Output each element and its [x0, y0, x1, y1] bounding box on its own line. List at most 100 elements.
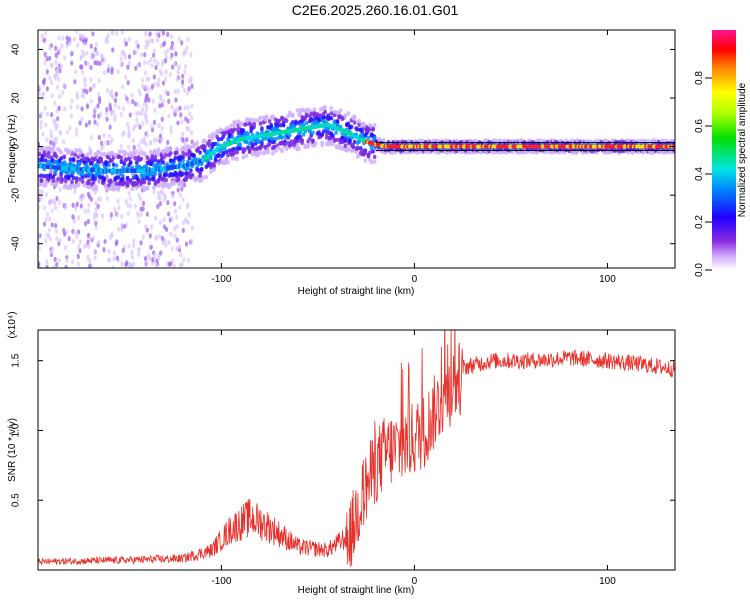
- spectrogram-noise-cell: [146, 87, 150, 93]
- spectrogram-y-tick-label: 20: [11, 92, 22, 104]
- spectrogram-noise-cell: [184, 241, 189, 247]
- colorbar-tick-label: 0.6: [694, 119, 705, 133]
- spectrogram-noise-cell: [174, 51, 178, 57]
- spectrogram-noise-cell: [180, 261, 184, 268]
- spectrogram-noise-cell: [84, 37, 88, 43]
- spectrogram-noise-cell: [145, 103, 149, 109]
- spectrogram-band-cell: [351, 148, 355, 153]
- spectrogram-noise-cell: [79, 203, 83, 209]
- spectrogram-band-cell: [111, 162, 116, 167]
- spectrogram-noise-cell: [147, 39, 151, 45]
- spectrogram-band-cell: [74, 148, 79, 153]
- spectrogram-band-cell: [236, 130, 241, 136]
- spectrogram-noise-cell: [61, 89, 65, 96]
- spectrogram-noise-cell: [45, 264, 49, 268]
- spectrogram-band-cell: [142, 187, 147, 193]
- spectrogram-noise-cell: [50, 93, 54, 99]
- colorbar-tick-label: 0.4: [694, 167, 705, 181]
- spectrogram-band-cell: [331, 133, 335, 138]
- spectrogram-noise-cell: [121, 106, 126, 112]
- spectrogram-noise-cell: [175, 245, 179, 252]
- spectrogram-band-cell: [578, 140, 582, 146]
- spectrogram-noise-cell: [146, 60, 150, 66]
- spectrogram-band-cell: [99, 151, 104, 156]
- spectrogram-noise-cell: [156, 82, 161, 88]
- spectrogram-band-cell: [226, 125, 230, 131]
- spectrogram-band-cell: [343, 113, 348, 118]
- spectrogram-noise-cell: [54, 59, 58, 66]
- spectrogram-band-cell: [294, 121, 298, 126]
- spectrogram-noise-cell: [86, 208, 91, 214]
- spectrogram-noise-cell: [53, 256, 57, 263]
- spectrogram-band-cell: [124, 157, 128, 162]
- spectrogram-band-cell: [497, 150, 502, 155]
- spectrogram-noise-cell: [157, 190, 161, 196]
- spectrogram-noise-cell: [96, 50, 100, 56]
- spectrogram-noise-cell: [141, 120, 145, 127]
- spectrogram-band-cell: [286, 113, 290, 119]
- spectrogram-noise-cell: [88, 86, 93, 93]
- spectrogram-noise-cell: [38, 84, 41, 90]
- spectrogram-noise-cell: [153, 215, 158, 221]
- spectrogram-noise-cell: [39, 119, 43, 125]
- spectrogram-noise-cell: [77, 229, 81, 235]
- spectrogram-band-cell: [153, 171, 158, 176]
- spectrogram-band-cell: [142, 179, 147, 185]
- spectrogram-noise-cell: [152, 189, 156, 195]
- spectrogram-noise-cell: [186, 104, 190, 111]
- spectrogram-noise-cell: [104, 38, 108, 45]
- spectrogram-noise-cell: [68, 36, 72, 42]
- spectrogram-noise-cell: [132, 243, 136, 249]
- spectrogram-band-cell: [40, 147, 45, 152]
- spectrogram-band-cell: [204, 174, 209, 180]
- spectrogram-noise-cell: [120, 30, 124, 35]
- spectrogram-band-cell: [335, 118, 340, 124]
- spectrogram-noise-cell: [78, 64, 83, 70]
- spectrogram-band-cell: [38, 152, 42, 157]
- spectrogram-band-cell: [161, 184, 165, 189]
- spectrogram-band-cell: [258, 115, 263, 120]
- spectrogram-noise-cell: [78, 239, 83, 245]
- spectrogram-band-cell: [209, 156, 213, 161]
- spectrogram-noise-cell: [59, 63, 63, 70]
- spectrogram-band-cell: [133, 156, 138, 161]
- spectrogram-noise-cell: [163, 58, 168, 64]
- spectrogram-noise-cell: [43, 59, 47, 66]
- spectrogram-noise-cell: [153, 58, 157, 64]
- spectrogram-band-cell: [144, 164, 148, 169]
- spectrogram-band-cell: [59, 156, 63, 161]
- spectrogram-band-cell: [253, 118, 258, 123]
- spectrogram-noise-cell: [53, 73, 57, 79]
- spectrogram-noise-cell: [175, 237, 179, 243]
- spectrogram-noise-cell: [60, 43, 64, 49]
- spectrogram-band-cell: [187, 155, 192, 161]
- spectrogram-noise-cell: [132, 126, 136, 132]
- spectrogram-band-cell: [253, 141, 258, 146]
- spectrogram-band-cell: [357, 122, 362, 128]
- spectrogram-noise-cell: [175, 76, 180, 82]
- spectrogram-band-cell: [67, 175, 71, 181]
- spectrogram-band-cell: [232, 127, 236, 132]
- spectrogram-noise-cell: [188, 111, 192, 117]
- spectrogram-noise-cell: [65, 35, 69, 41]
- spectrogram-noise-cell: [177, 64, 181, 70]
- spectrogram-noise-cell: [89, 64, 93, 71]
- spectrogram-noise-cell: [163, 40, 167, 46]
- spectrogram-noise-cell: [38, 261, 41, 267]
- spectrogram-band-cell: [79, 158, 84, 163]
- spectrogram-noise-cell: [147, 97, 151, 103]
- spectrogram-noise-cell: [93, 249, 98, 255]
- spectrogram-noise-cell: [179, 112, 183, 118]
- spectrogram-band-cell: [266, 125, 270, 130]
- spectrogram-band-cell: [54, 180, 59, 185]
- spectrogram-noise-cell: [170, 52, 174, 58]
- spectrogram-noise-cell: [166, 139, 170, 146]
- snr-axes: -100 0 100 0.5 1.0 1.5: [11, 330, 675, 587]
- spectrogram-band-cell: [382, 137, 386, 143]
- spectrogram-noise-cell: [50, 62, 54, 68]
- spectrogram-noise-cell: [156, 60, 160, 67]
- snr-frame: [37, 329, 676, 571]
- spectrogram-band-cell: [148, 172, 153, 177]
- spectrogram-noise-cell: [42, 205, 47, 211]
- spectrogram-noise-cell: [45, 232, 49, 238]
